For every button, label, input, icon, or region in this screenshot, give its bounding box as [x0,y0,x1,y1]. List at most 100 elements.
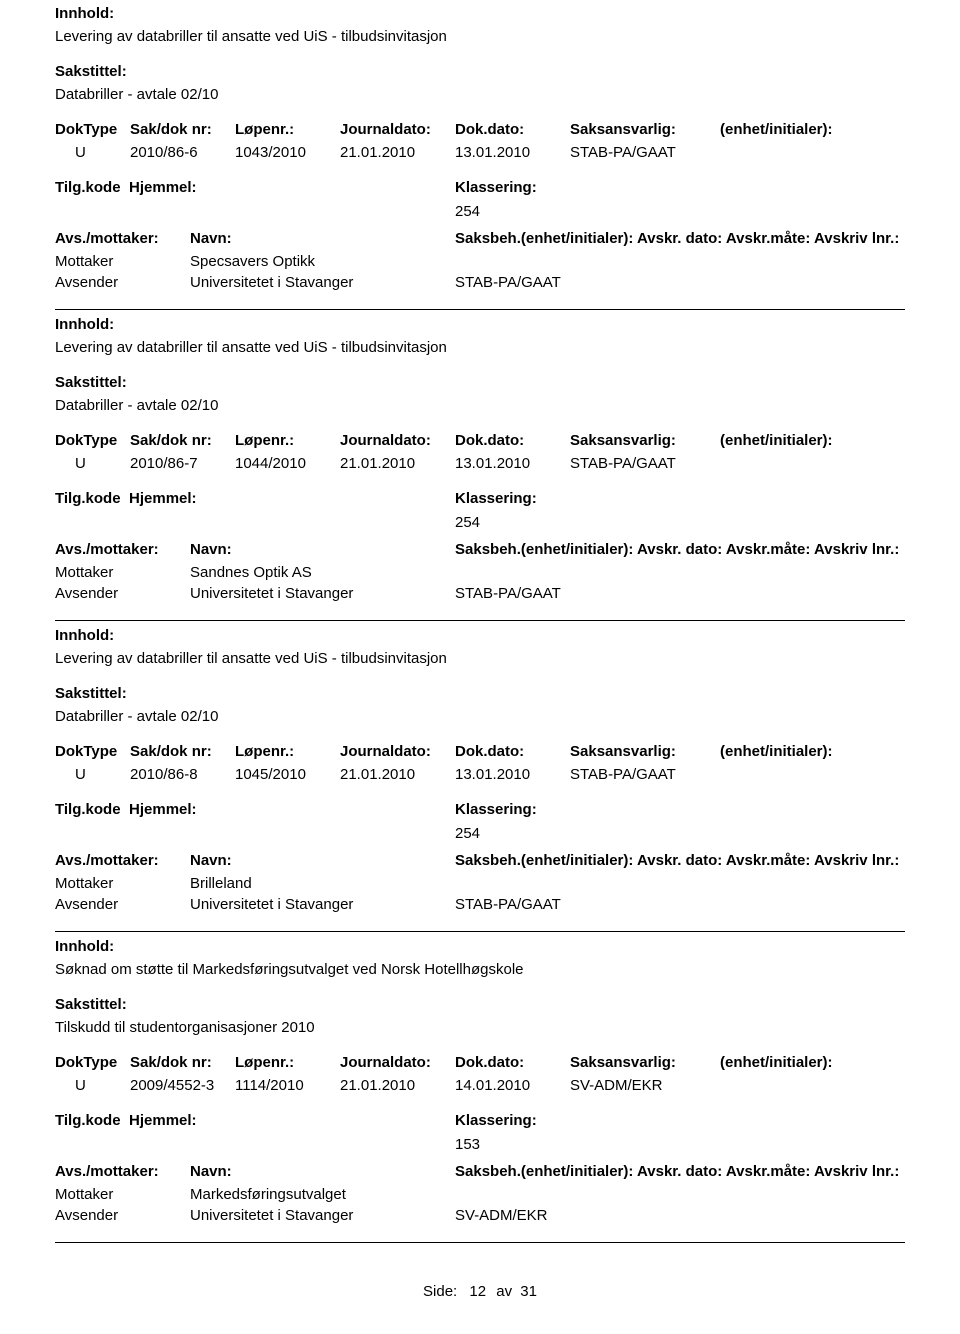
sakdok-header: Sak/dok nr: [130,1054,235,1071]
avsender-role: Avsender [55,585,190,602]
column-headers: DokType Sak/dok nr: Løpenr.: Journaldato… [55,121,905,138]
column-headers: DokType Sak/dok nr: Løpenr.: Journaldato… [55,1054,905,1071]
saksansvarlig-header: Saksansvarlig: [570,121,720,138]
klassering-value: 153 [55,1136,905,1153]
journaldato-header: Journaldato: [340,1054,455,1071]
tilgkode-label: Tilg.kode [55,490,121,507]
journaldato-value: 21.01.2010 [340,455,455,472]
avsender-role: Avsender [55,274,190,291]
doktype-header: DokType [55,432,130,449]
saksansvarlig-value: STAB-PA/GAAT [570,455,720,472]
document-page: Innhold: Levering av databriller til ans… [0,0,960,1305]
mottaker-role: Mottaker [55,1186,190,1203]
sakstittel-value: Databriller - avtale 02/10 [55,708,905,725]
saksansvarlig-value: STAB-PA/GAAT [570,144,720,161]
party-header-row: Avs./mottaker: Navn: Saksbeh.(enhet/init… [55,230,905,247]
journaldato-header: Journaldato: [340,121,455,138]
page-footer: Side: 12 av 31 [55,1283,905,1300]
tilg-row: Tilg.kode Hjemmel: Klassering: [55,801,905,819]
journal-entry: Innhold: Levering av databriller til ans… [55,5,905,310]
dokdato-header: Dok.dato: [455,432,570,449]
lopenr-header: Løpenr.: [235,432,340,449]
avsender-row: Avsender Universitetet i Stavanger SV-AD… [55,1207,905,1224]
doktype-header: DokType [55,1054,130,1071]
hjemmel-label: Hjemmel: [129,801,197,818]
sakstittel-label: Sakstittel: [55,996,905,1013]
avsender-row: Avsender Universitetet i Stavanger STAB-… [55,585,905,602]
dokdato-header: Dok.dato: [455,121,570,138]
tilg-row: Tilg.kode Hjemmel: Klassering: [55,179,905,197]
mottaker-role: Mottaker [55,564,190,581]
journaldato-value: 21.01.2010 [340,766,455,783]
avsmottaker-label: Avs./mottaker: [55,230,190,247]
avsender-name: Universitetet i Stavanger [190,1207,455,1224]
mottaker-row: Mottaker Markedsføringsutvalget [55,1186,905,1203]
column-headers: DokType Sak/dok nr: Løpenr.: Journaldato… [55,743,905,760]
navn-label: Navn: [190,541,232,558]
doktype-header: DokType [55,121,130,138]
innhold-label: Innhold: [55,316,905,333]
avsender-unit: SV-ADM/EKR [455,1207,548,1224]
saksbeh-label: Saksbeh.(enhet/initialer): Avskr. dato: … [455,541,899,558]
sakdok-value: 2010/86-8 [130,766,235,783]
tilgkode-label: Tilg.kode [55,179,121,196]
mottaker-name: Sandnes Optik AS [190,564,455,581]
avsender-row: Avsender Universitetet i Stavanger STAB-… [55,274,905,291]
party-header-row: Avs./mottaker: Navn: Saksbeh.(enhet/init… [55,541,905,558]
doktype-value: U [55,1077,130,1094]
lopenr-value: 1043/2010 [235,144,340,161]
navn-label: Navn: [190,1163,232,1180]
avsender-name: Universitetet i Stavanger [190,896,455,913]
lopenr-value: 1114/2010 [235,1077,340,1094]
column-values: U 2010/86-7 1044/2010 21.01.2010 13.01.2… [55,455,905,472]
innhold-value: Søknad om støtte til Markedsføringsutval… [55,961,905,978]
klassering-label: Klassering: [455,179,537,197]
saksansvarlig-value: STAB-PA/GAAT [570,766,720,783]
hjemmel-label: Hjemmel: [129,1112,197,1129]
footer-av-label: av [496,1283,512,1300]
dokdato-header: Dok.dato: [455,1054,570,1071]
enhet-header: (enhet/initialer): [720,121,905,138]
mottaker-row: Mottaker Brilleland [55,875,905,892]
journaldato-value: 21.01.2010 [340,1077,455,1094]
sakdok-header: Sak/dok nr: [130,121,235,138]
saksbeh-label: Saksbeh.(enhet/initialer): Avskr. dato: … [455,852,899,869]
mottaker-name: Markedsføringsutvalget [190,1186,455,1203]
mottaker-role: Mottaker [55,875,190,892]
tilg-row: Tilg.kode Hjemmel: Klassering: [55,1112,905,1130]
journal-entry: Innhold: Levering av databriller til ans… [55,310,905,621]
avsender-unit: STAB-PA/GAAT [455,585,561,602]
mottaker-name: Specsavers Optikk [190,253,455,270]
sakdok-value: 2010/86-7 [130,455,235,472]
party-header-row: Avs./mottaker: Navn: Saksbeh.(enhet/init… [55,1163,905,1180]
saksansvarlig-value: SV-ADM/EKR [570,1077,720,1094]
sakdok-value: 2009/4552-3 [130,1077,235,1094]
tilgkode-label: Tilg.kode [55,801,121,818]
saksansvarlig-header: Saksansvarlig: [570,743,720,760]
klassering-value: 254 [55,203,905,220]
sakstittel-value: Databriller - avtale 02/10 [55,397,905,414]
lopenr-value: 1045/2010 [235,766,340,783]
dokdato-header: Dok.dato: [455,743,570,760]
klassering-label: Klassering: [455,490,537,508]
innhold-value: Levering av databriller til ansatte ved … [55,650,905,667]
doktype-header: DokType [55,743,130,760]
klassering-value: 254 [55,825,905,842]
enhet-header: (enhet/initialer): [720,432,905,449]
saksbeh-label: Saksbeh.(enhet/initialer): Avskr. dato: … [455,230,899,247]
lopenr-value: 1044/2010 [235,455,340,472]
innhold-value: Levering av databriller til ansatte ved … [55,339,905,356]
mottaker-role: Mottaker [55,253,190,270]
doktype-value: U [55,766,130,783]
sakstittel-value: Tilskudd til studentorganisasjoner 2010 [55,1019,905,1036]
footer-side-label: Side: [423,1283,457,1300]
innhold-label: Innhold: [55,627,905,644]
mottaker-row: Mottaker Specsavers Optikk [55,253,905,270]
navn-label: Navn: [190,852,232,869]
party-header-row: Avs./mottaker: Navn: Saksbeh.(enhet/init… [55,852,905,869]
tilg-row: Tilg.kode Hjemmel: Klassering: [55,490,905,508]
saksansvarlig-header: Saksansvarlig: [570,1054,720,1071]
sakdok-header: Sak/dok nr: [130,432,235,449]
column-values: U 2010/86-6 1043/2010 21.01.2010 13.01.2… [55,144,905,161]
column-values: U 2009/4552-3 1114/2010 21.01.2010 14.01… [55,1077,905,1094]
